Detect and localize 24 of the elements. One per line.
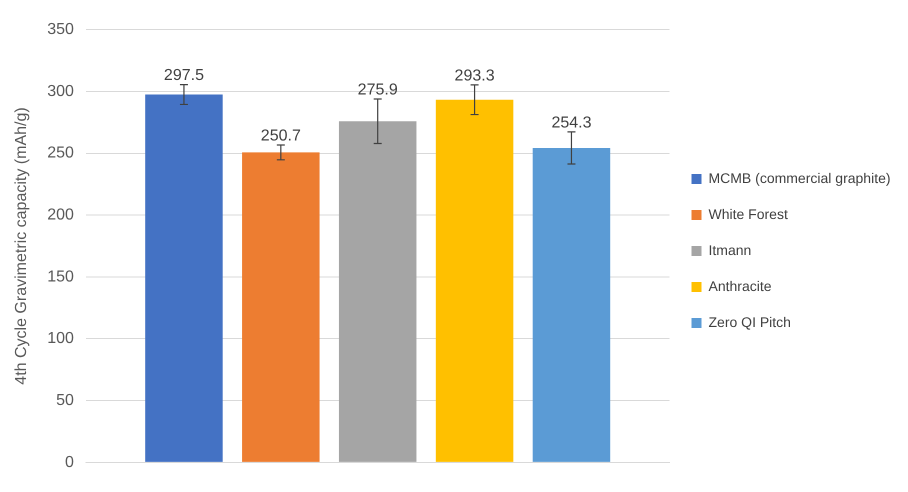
bar: [436, 100, 514, 462]
legend-label: White Forest: [708, 206, 788, 222]
legend-label: Zero QI Pitch: [708, 314, 791, 330]
bar: [145, 94, 223, 462]
data-label: 293.3: [454, 67, 495, 84]
bar: [532, 148, 610, 462]
y-tick-label: 350: [47, 21, 74, 38]
y-tick-label: 50: [56, 392, 74, 409]
data-label: 275.9: [358, 81, 398, 98]
y-axis-title: 4th Cycle Gravimetric capacity (mAh/g): [13, 107, 30, 385]
y-tick-label: 0: [64, 454, 74, 471]
y-tick-label: 100: [47, 330, 74, 348]
y-tick-label: 200: [47, 206, 74, 224]
bar: [338, 121, 416, 462]
y-tick-label: 300: [47, 82, 74, 100]
legend-label: Itmann: [708, 242, 752, 258]
data-label: 254.3: [551, 114, 592, 132]
data-label: 297.5: [164, 67, 204, 84]
data-label: 250.7: [260, 127, 301, 144]
legend-label: Anthracite: [708, 278, 772, 294]
bar: [242, 152, 320, 462]
y-tick-label: 250: [47, 144, 74, 162]
legend-label: MCMB (commercial graphite): [708, 170, 891, 186]
y-tick-label: 150: [47, 268, 74, 286]
